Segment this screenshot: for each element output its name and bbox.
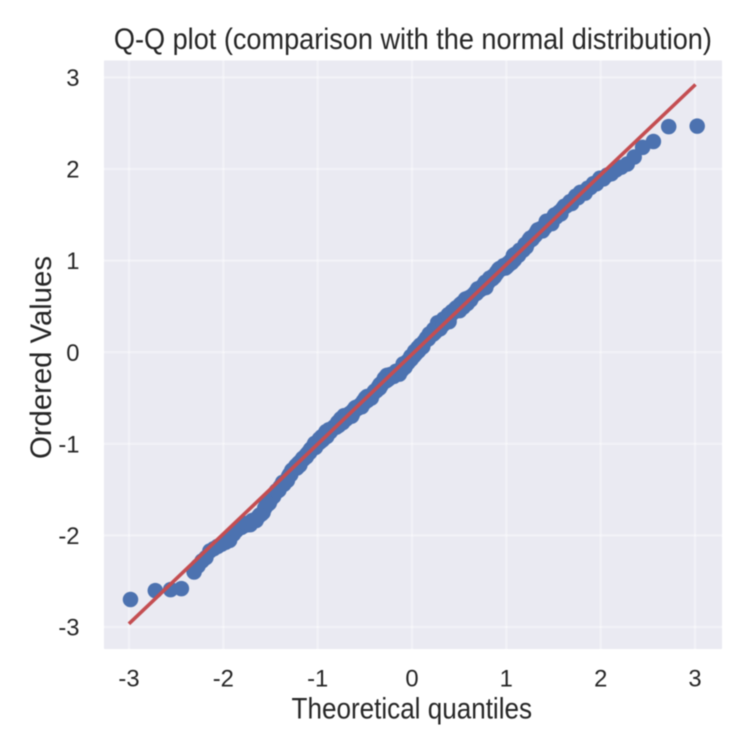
svg-text:2: 2 (66, 157, 79, 184)
svg-text:3: 3 (66, 65, 79, 92)
svg-text:-3: -3 (58, 615, 79, 642)
svg-text:-1: -1 (307, 666, 328, 693)
svg-text:-2: -2 (213, 666, 234, 693)
svg-text:0: 0 (66, 340, 79, 367)
svg-text:Theoretical quantiles: Theoretical quantiles (292, 693, 533, 726)
svg-text:Q-Q plot (comparison with the: Q-Q plot (comparison with the normal dis… (114, 23, 712, 56)
svg-text:-3: -3 (118, 666, 139, 693)
svg-text:2: 2 (594, 666, 607, 693)
svg-text:-2: -2 (58, 523, 79, 550)
svg-text:3: 3 (688, 666, 701, 693)
svg-text:Ordered Values: Ordered Values (25, 256, 58, 459)
svg-text:-1: -1 (58, 431, 79, 458)
svg-text:1: 1 (500, 666, 513, 693)
svg-text:0: 0 (405, 666, 418, 693)
svg-text:1: 1 (66, 248, 79, 275)
